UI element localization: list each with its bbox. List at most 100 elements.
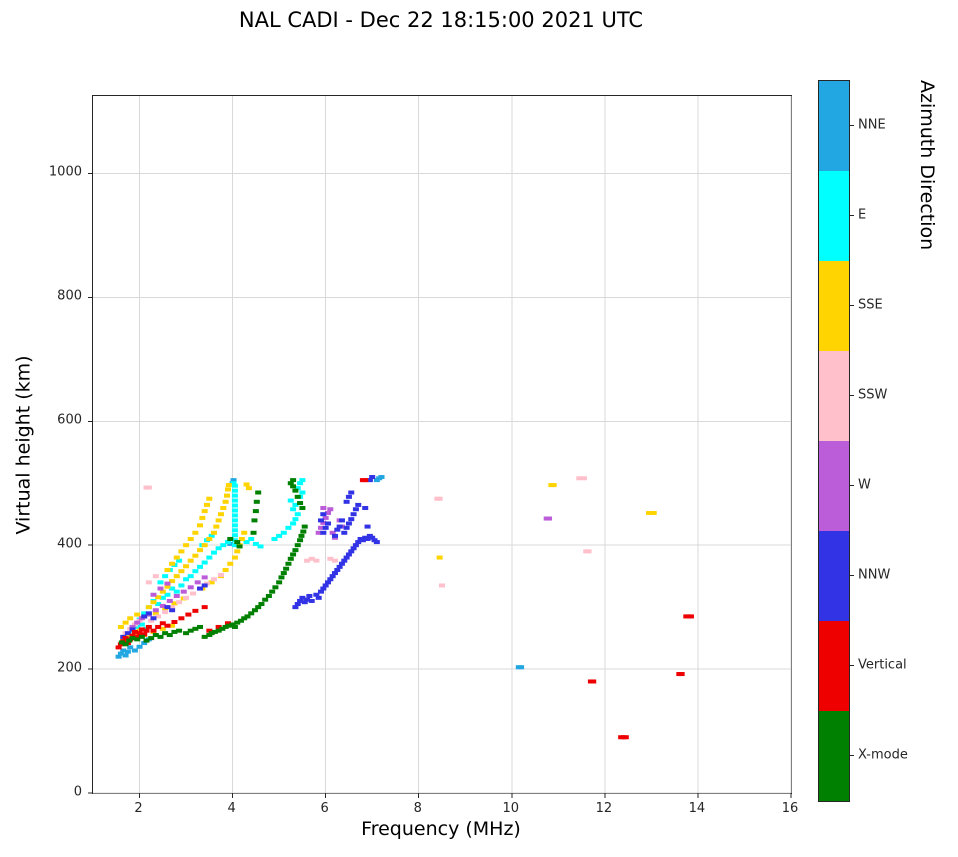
echo-tile-nnw [373, 540, 380, 545]
echo-tile-nnw [348, 517, 355, 522]
echo-tile-e [231, 533, 238, 538]
echo-tile-nne [136, 644, 143, 649]
echo-tile-sse [117, 624, 124, 629]
colorbar-segment-vertical [819, 621, 849, 711]
echo-tile-x-mode [272, 585, 279, 590]
echo-tile-x-mode [276, 580, 283, 585]
echo-tile-sse [238, 536, 245, 541]
echo-tile-nne [141, 641, 148, 646]
echo-tile-sse [201, 509, 208, 514]
echo-tile-nnw [313, 592, 320, 597]
echo-tile-sse [201, 543, 208, 548]
echo-tile-vertical [224, 621, 231, 626]
echo-tile-vertical [215, 624, 222, 629]
echo-tile-w [318, 525, 325, 530]
echo-tile-nnw [355, 540, 362, 545]
y-axis-label: Virtual height (km) [12, 355, 35, 535]
plot-area [88, 95, 792, 798]
echo-tile-e [141, 611, 148, 616]
colorbar-label-vertical: Vertical [858, 657, 907, 673]
echo-tile-nnw [352, 507, 359, 512]
echo-tile-ssw [152, 574, 159, 579]
echo-tile-sse [199, 515, 206, 520]
echo-tile-sse [213, 524, 220, 529]
echo-tile-sse [197, 523, 204, 528]
colorbar-title: Azimuth Direction [916, 80, 938, 251]
echo-tile-w [129, 624, 136, 629]
echo-tile-nnw [336, 564, 343, 569]
echo-tile-nnw [141, 614, 148, 619]
echo-tile-nnw [350, 546, 357, 551]
echo-tile-x-mode [231, 624, 238, 629]
echo-tile-x-mode [287, 481, 294, 486]
echo-tile-nnw [350, 512, 357, 517]
echo-tile-x-mode [187, 628, 194, 633]
echo-tile-vertical [206, 628, 213, 633]
echo-tile-x-mode [236, 544, 243, 549]
echo-tile-sse [169, 623, 176, 628]
echo-tile-x-mode [252, 509, 259, 514]
echo-tile-e [287, 498, 294, 503]
echo-tile-x-mode [215, 628, 222, 633]
echo-tile-nnw [322, 583, 329, 588]
echo-tile-e [299, 478, 306, 483]
echo-tile-nnw [292, 605, 299, 610]
x-tick-label: 6 [320, 801, 329, 816]
echo-tile-nnw [324, 521, 331, 526]
echo-tile-sse [178, 549, 185, 554]
echo-tile-sse [245, 486, 252, 491]
echo-tile-e [231, 483, 238, 488]
echo-tile-e [192, 569, 199, 574]
echo-tile-vertical [141, 632, 148, 637]
echo-tile-nnw [369, 535, 376, 540]
echo-tile-sse [231, 555, 238, 560]
echo-tile-e [164, 592, 171, 597]
echo-tile-sse [171, 601, 178, 606]
echo-tile-nnw [348, 549, 355, 554]
echo-tile-vertical [687, 614, 694, 619]
echo-tile-sse [224, 487, 231, 492]
echo-tile-e [231, 488, 238, 493]
echo-tile-x-mode [262, 597, 269, 602]
echo-tile-ssw [190, 591, 197, 596]
echo-tile-w [166, 598, 173, 603]
echo-tile-sse [183, 543, 190, 548]
echo-tile-ssw [327, 556, 334, 561]
echo-tile-e [294, 486, 301, 491]
echo-tile-e [187, 574, 194, 579]
chart-title: NAL CADI - Dec 22 18:15:00 2021 UTC [238, 8, 644, 32]
echo-tile-x-mode [292, 488, 299, 493]
echo-tile-x-mode [290, 552, 297, 557]
echo-tile-x-mode [171, 629, 178, 634]
echo-tile-sse [173, 574, 180, 579]
echo-tile-vertical [178, 616, 185, 621]
echo-tile-sse [192, 553, 199, 558]
echo-tile-nnw [348, 490, 355, 495]
echo-tile-w [194, 580, 201, 585]
echo-tile-nnw [352, 543, 359, 548]
echo-tile-e [231, 528, 238, 533]
echo-tile-vertical [134, 634, 141, 639]
echo-tile-sse [155, 595, 162, 600]
echo-tile-e [243, 540, 250, 545]
echo-tile-x-mode [148, 636, 155, 641]
echo-tile-nnw [338, 518, 345, 523]
echo-tile-nnw [201, 583, 208, 588]
echo-tile-x-mode [269, 589, 276, 594]
echo-tile-sse [222, 499, 229, 504]
x-tick-label: 16 [781, 801, 799, 816]
x-tick-label: 14 [688, 801, 706, 816]
colorbar-segment-w [819, 441, 849, 531]
echo-tile-sse [227, 561, 234, 566]
echo-tile-ssw [576, 476, 583, 481]
echo-tile-sse [145, 605, 152, 610]
echo-tile-w [150, 592, 157, 597]
echo-tile-e [231, 513, 238, 518]
echo-tile-ssw [580, 476, 587, 481]
echo-tile-sse [206, 536, 213, 541]
echo-tile-w [324, 510, 331, 515]
echo-tile-e [248, 536, 255, 541]
colorbar-label-ssw: SSW [858, 387, 888, 403]
echo-tile-sse [173, 555, 180, 560]
echo-tile-w [322, 515, 329, 520]
